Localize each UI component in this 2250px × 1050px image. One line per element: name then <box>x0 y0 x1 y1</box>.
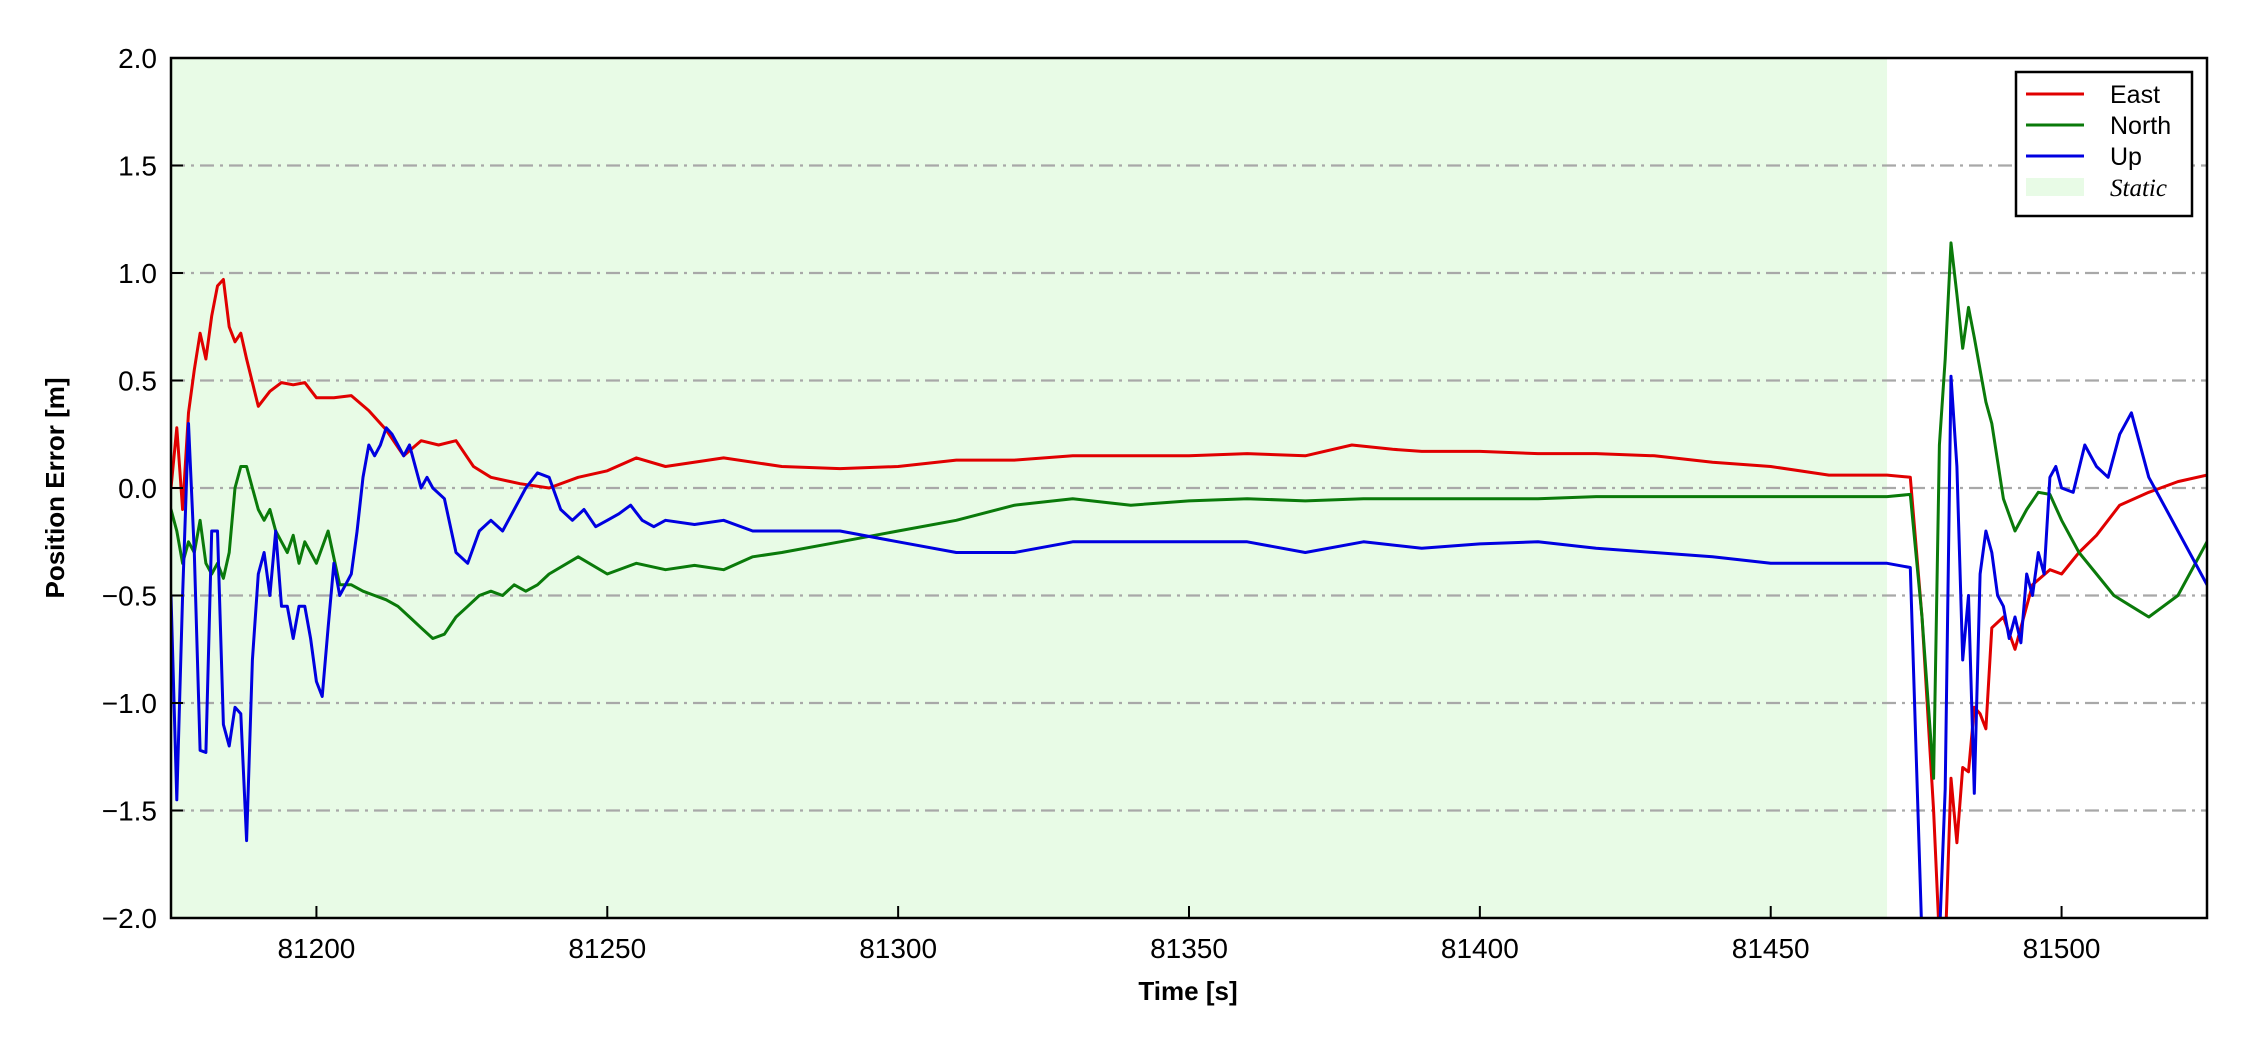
x-axis-label: Time [s] <box>1138 976 1237 1006</box>
y-tick-label: 2.0 <box>118 43 157 74</box>
plot-area <box>171 58 2207 918</box>
y-tick-label: −2.0 <box>102 903 157 934</box>
y-tick-label: 0.5 <box>118 366 157 397</box>
legend-label-east: East <box>2110 81 2160 109</box>
series-line-up <box>171 374 2207 918</box>
x-tick-label: 81500 <box>2023 933 2101 964</box>
legend-swatch-static <box>2026 178 2084 196</box>
x-tick-label: 81200 <box>277 933 355 964</box>
y-axis-label: Position Error [m] <box>40 377 70 598</box>
legend-label-static: Static <box>2110 175 2167 202</box>
legend-label-up: Up <box>2110 143 2142 171</box>
y-tick-label: −1.5 <box>102 796 157 827</box>
legend-label-north: North <box>2110 112 2171 140</box>
x-tick-label: 81250 <box>568 933 646 964</box>
series-line-north <box>171 241 2207 780</box>
legend: East North Up Static <box>2014 70 2194 218</box>
y-tick-label: 1.0 <box>118 258 157 289</box>
x-tick-label: 81350 <box>1150 933 1228 964</box>
y-tick-label: 1.5 <box>118 151 157 182</box>
y-tick-label: −0.5 <box>102 581 157 612</box>
x-tick-label: 81450 <box>1732 933 1810 964</box>
y-tick-label: 0.0 <box>118 473 157 504</box>
x-tick-label: 81400 <box>1441 933 1519 964</box>
axes: 81200 81250 81300 81350 81400 81450 81500 2.0 1.… <box>102 43 2209 964</box>
x-tick-label: 81300 <box>859 933 937 964</box>
series-group <box>171 241 2207 918</box>
y-tick-label: −1.0 <box>102 688 157 719</box>
